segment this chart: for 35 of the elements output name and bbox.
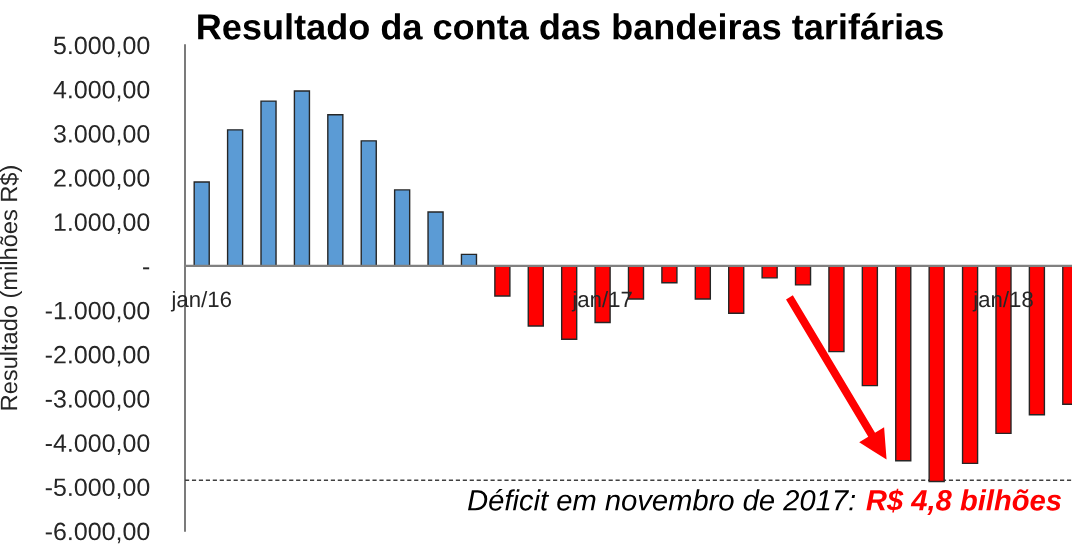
y-tick-label: -5.000,00 [45,478,150,500]
bar [694,265,712,300]
bar [527,265,544,327]
bar [494,265,511,297]
y-tick-label: -1.000,00 [45,301,150,323]
y-tick-label: 2.000,00 [54,169,150,190]
y-axis-title: Resultado (milhões R$) [0,166,22,410]
y-tick-label: -3.000,00 [45,390,150,411]
bar [226,129,244,267]
annotation: R$ 4,8 bilhões [866,488,1062,515]
chart-title: Resultado da conta das bandeiras tarifárias [198,12,943,40]
bar [193,181,210,267]
bar [393,189,411,267]
bar [427,211,444,267]
bar [327,114,344,267]
bar [861,265,879,387]
annotation: Déficit em novembro de 2017: [467,488,856,511]
bar [761,265,778,279]
y-tick-label: 5.000,00 [53,36,150,58]
y-tick-label: -2.000,00 [45,345,150,367]
y-tick-label: 3.000,00 [53,124,150,146]
bar [895,265,912,462]
bar [828,265,845,353]
bar [360,140,377,267]
bar [260,100,277,267]
bar [794,265,812,286]
bar [728,265,745,314]
y-tick-label: -6.000,00 [45,522,150,544]
bar [928,265,945,483]
y-tick-label: -4.000,00 [45,434,150,455]
bar [661,265,678,284]
y-tick-label: 1.000,00 [54,213,150,234]
bar [293,90,311,267]
y-tick-label: 4.000,00 [53,80,150,102]
y-tick-label: - [143,267,150,270]
